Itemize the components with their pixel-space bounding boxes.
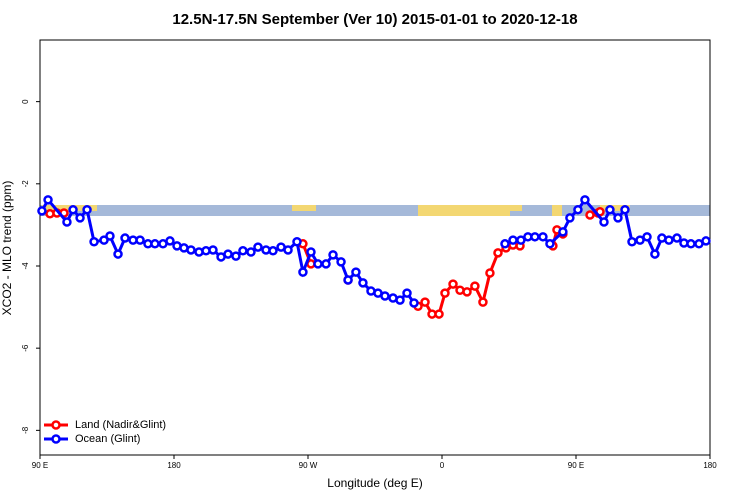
point — [493, 248, 503, 258]
point — [336, 257, 346, 267]
point — [150, 239, 160, 249]
point — [246, 247, 256, 257]
legend-marker — [51, 420, 61, 430]
legend-marker — [51, 434, 61, 444]
point — [627, 236, 637, 247]
plot-frame — [39, 39, 711, 456]
point — [585, 210, 595, 220]
x-tick-label: 0 — [440, 461, 445, 470]
point — [642, 232, 652, 242]
point — [478, 297, 488, 307]
point — [635, 235, 645, 245]
point — [165, 236, 175, 246]
y-tick-label: -8 — [21, 426, 30, 434]
x-axis-label: Longitude (deg E) — [327, 476, 422, 490]
legend-label: Land (Nadir&Glint) — [75, 419, 166, 431]
point — [434, 309, 444, 319]
point — [223, 249, 233, 259]
y-axis-label: XCO2 - MLO trend (ppm) — [0, 181, 14, 316]
point — [516, 235, 526, 245]
point — [508, 235, 518, 245]
point — [37, 206, 47, 216]
legend-label: Ocean (Glint) — [75, 433, 140, 445]
point — [135, 235, 145, 245]
point — [313, 259, 323, 269]
point — [558, 227, 568, 237]
point — [470, 281, 480, 291]
point — [613, 213, 623, 223]
point — [68, 204, 78, 215]
point — [321, 259, 331, 269]
point — [462, 287, 472, 297]
point — [89, 236, 99, 247]
point — [420, 297, 430, 307]
point — [62, 217, 72, 227]
y-tick-label: -2 — [21, 180, 30, 188]
point — [395, 295, 405, 305]
x-tick-label: 180 — [703, 461, 717, 470]
x-tick-label: 90 E — [32, 461, 48, 470]
y-tick-label: -4 — [21, 262, 30, 270]
point — [105, 231, 115, 241]
point — [75, 213, 85, 223]
point — [298, 267, 308, 277]
point — [664, 235, 674, 245]
point — [380, 291, 390, 301]
point — [530, 232, 540, 242]
point — [238, 246, 248, 256]
point — [208, 245, 218, 255]
point — [253, 242, 263, 252]
point — [440, 288, 450, 298]
point — [351, 267, 361, 277]
x-tick-label: 90 E — [568, 461, 584, 470]
point — [485, 268, 495, 278]
point — [565, 213, 575, 223]
y-tick-label: 0 — [21, 99, 30, 104]
point — [580, 195, 590, 205]
point — [605, 204, 615, 215]
point — [186, 245, 196, 255]
point — [231, 251, 241, 261]
point — [99, 235, 109, 245]
point — [120, 233, 130, 243]
point — [448, 279, 458, 289]
point — [283, 245, 293, 255]
point — [328, 250, 338, 260]
point — [343, 275, 353, 285]
y-tick-label: -6 — [21, 344, 30, 352]
point — [545, 239, 555, 249]
point — [113, 249, 123, 259]
point — [650, 249, 660, 259]
point — [43, 195, 53, 205]
x-tick-label: 180 — [167, 461, 181, 470]
chart-title: 12.5N-17.5N September (Ver 10) 2015-01-0… — [172, 11, 577, 28]
x-tick-label: 90 W — [299, 461, 318, 470]
point — [82, 204, 92, 215]
point — [409, 298, 419, 308]
point — [672, 233, 682, 243]
point — [620, 204, 630, 215]
point — [500, 239, 510, 249]
point — [358, 278, 368, 288]
point — [402, 288, 412, 298]
point — [573, 204, 583, 215]
point — [292, 236, 302, 247]
point — [701, 236, 711, 246]
point — [306, 247, 316, 257]
point — [268, 246, 278, 256]
point — [599, 217, 609, 227]
point — [686, 239, 696, 249]
point — [538, 232, 548, 242]
